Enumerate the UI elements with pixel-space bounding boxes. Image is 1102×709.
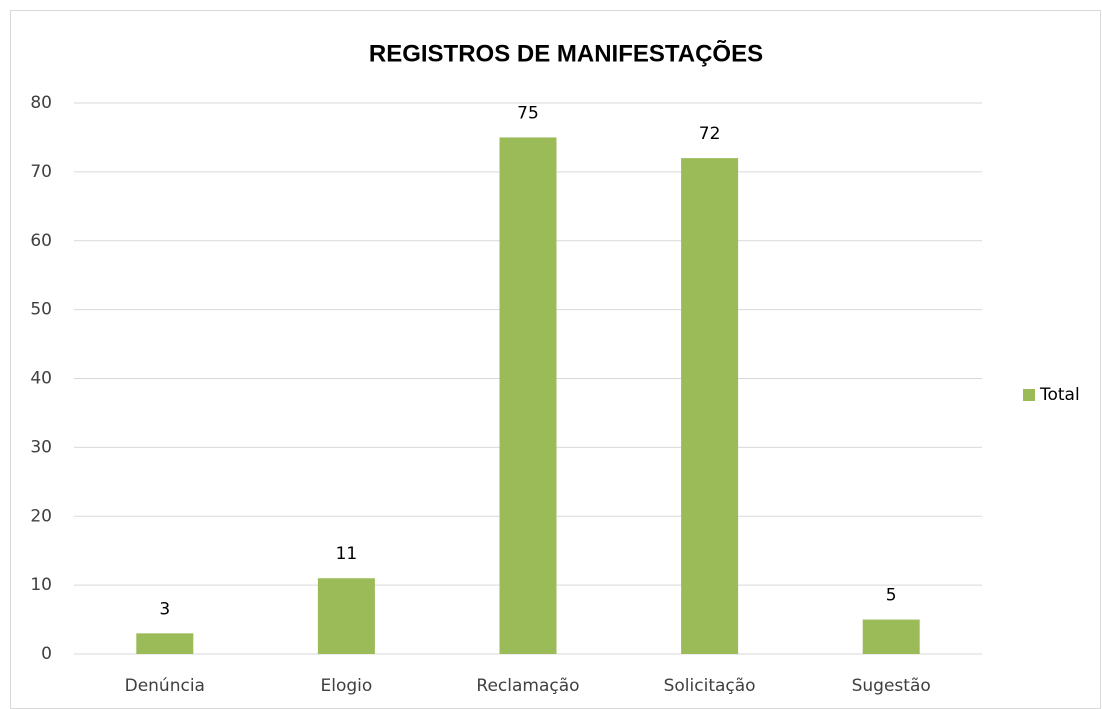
chart-title: REGISTROS DE MANIFESTAÇÕES	[369, 39, 763, 67]
y-tick-label: 20	[30, 506, 52, 526]
y-tick-label: 40	[30, 369, 52, 389]
data-label: 5	[886, 586, 897, 606]
data-label: 11	[336, 544, 358, 564]
y-tick-label: 10	[30, 575, 52, 595]
x-tick-label: Elogio	[321, 676, 373, 696]
bar	[862, 619, 920, 654]
y-tick-label: 60	[30, 231, 52, 251]
bar	[317, 578, 375, 654]
bar	[499, 137, 557, 654]
data-label: 72	[699, 124, 721, 144]
y-tick-label: 50	[30, 300, 52, 320]
y-tick-label: 30	[30, 437, 52, 457]
x-tick-label: Reclamação	[476, 676, 579, 696]
y-tick-label: 0	[41, 644, 52, 664]
legend-swatch	[1023, 389, 1035, 401]
y-tick-label: 70	[30, 162, 52, 182]
y-tick-label: 80	[30, 93, 52, 113]
data-label: 3	[159, 599, 170, 619]
legend-label: Total	[1039, 385, 1080, 405]
data-label: 75	[517, 103, 539, 123]
bar	[136, 633, 194, 654]
x-tick-label: Solicitação	[664, 676, 756, 696]
bar	[681, 158, 739, 654]
x-tick-label: Denúncia	[125, 676, 205, 696]
x-tick-label: Sugestão	[852, 676, 931, 696]
